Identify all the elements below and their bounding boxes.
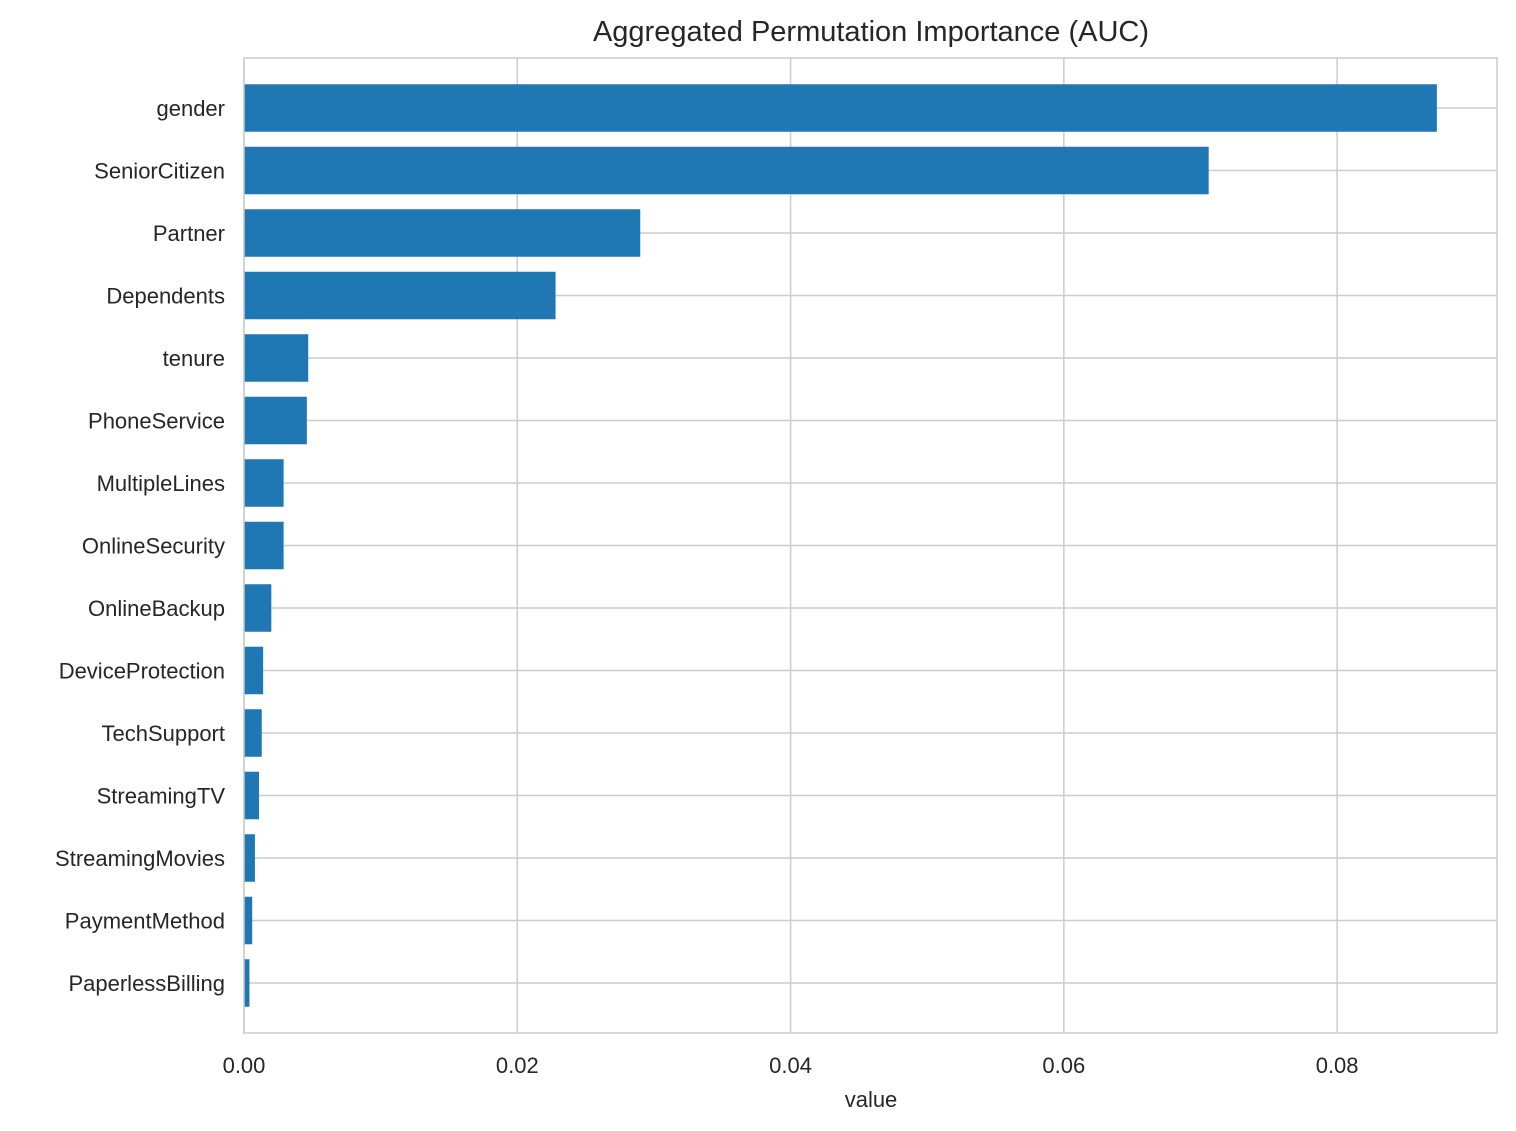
x-tick-label: 0.04 [769,1053,812,1078]
bar-TechSupport [244,709,262,757]
x-tick-label: 0.08 [1316,1053,1359,1078]
bar-OnlineSecurity [244,521,284,570]
y-tick-label: SeniorCitizen [94,159,225,184]
bar-PaymentMethod [244,896,253,945]
y-tick-labels: gender SeniorCitizen Partner Dependents tenu… [55,96,225,996]
y-tick-label: tenure [163,346,225,371]
bar-PaperlessBilling [244,959,250,1007]
y-tick-label: TechSupport [101,721,225,746]
x-tick-label: 0.06 [1042,1053,1085,1078]
y-tick-label: PaperlessBilling [68,971,225,996]
x-tick-label: 0.02 [496,1053,539,1078]
bar-Partner [244,209,641,257]
y-tick-label: gender [156,96,225,121]
y-tick-label: PaymentMethod [65,909,225,934]
chart-title: Aggregated Permutation Importance (AUC) [593,16,1149,48]
y-tick-label: MultipleLines [97,471,225,496]
bar-SeniorCitizen [244,146,1209,195]
y-tick-label: PhoneService [88,409,225,434]
bar-MultipleLines [244,459,284,507]
bar-tenure [244,334,309,382]
grid-lines [243,58,1497,1033]
x-tick-label: 0.00 [223,1053,266,1078]
bar-StreamingTV [244,771,260,820]
bar-gender [244,84,1437,132]
x-axis-label: value [845,1087,898,1112]
bar-DeviceProtection [244,646,264,695]
plot-frame [243,57,1498,1034]
bar-OnlineBackup [244,584,272,632]
bar-PhoneService [244,396,307,445]
y-tick-label: StreamingTV [97,784,226,809]
y-tick-label: StreamingMovies [55,846,225,871]
x-tick-labels: 0.00 0.02 0.04 0.06 0.08 [223,1053,1359,1078]
bars [244,84,1437,1007]
bar-StreamingMovies [244,834,255,882]
y-tick-label: OnlineBackup [88,596,225,621]
bar-Dependents [244,271,556,320]
y-tick-label: Partner [153,221,225,246]
y-tick-label: DeviceProtection [59,659,225,684]
y-tick-label: OnlineSecurity [82,534,225,559]
y-tick-label: Dependents [106,284,225,309]
